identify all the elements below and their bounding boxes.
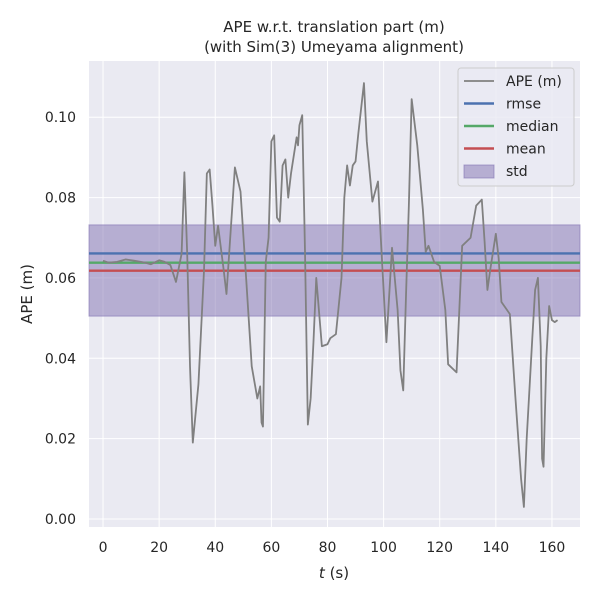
y-tick-label: 0.02 xyxy=(45,432,76,448)
y-tick-label: 0.00 xyxy=(45,512,76,528)
y-axis-label: APE (m) xyxy=(18,264,36,324)
y-tick-label: 0.04 xyxy=(45,351,76,367)
legend-label-ape: APE (m) xyxy=(506,74,562,90)
y-tick-labels: 0.00 0.02 0.04 0.06 0.08 0.10 xyxy=(45,110,76,528)
x-tick-label: 80 xyxy=(319,540,337,556)
x-axis-label: t (s) xyxy=(319,564,349,582)
x-tick-label: 20 xyxy=(150,540,168,556)
ape-series-line xyxy=(102,82,559,508)
x-axis-label-unit: (s) xyxy=(325,564,349,582)
legend-label-median: median xyxy=(506,119,558,135)
legend: APE (m) rmse median mean std xyxy=(457,67,575,187)
x-tick-label: 160 xyxy=(539,540,566,556)
chart-title-line2: (with Sim(3) Umeyama alignment) xyxy=(204,38,464,56)
y-tick-label: 0.08 xyxy=(45,191,76,207)
legend-label-rmse: rmse xyxy=(506,97,541,113)
y-tick-label: 0.10 xyxy=(45,110,76,126)
x-tick-label: 140 xyxy=(482,540,509,556)
x-tick-label: 0 xyxy=(99,540,108,556)
chart-title-line1: APE w.r.t. translation part (m) xyxy=(223,18,444,36)
x-tick-label: 40 xyxy=(206,540,224,556)
x-tick-label: 120 xyxy=(426,540,453,556)
x-tick-label: 60 xyxy=(262,540,280,556)
legend-swatch-std xyxy=(463,164,495,179)
x-axis-label-var: t xyxy=(319,564,326,582)
x-tick-labels: 0 20 40 60 80 100 120 140 160 xyxy=(99,540,566,556)
legend-label-std: std xyxy=(506,164,528,180)
x-tick-label: 100 xyxy=(370,540,397,556)
legend-label-mean: mean xyxy=(506,142,546,158)
series-layer xyxy=(102,82,559,508)
legend-box xyxy=(457,67,575,187)
y-tick-label: 0.06 xyxy=(45,271,76,287)
